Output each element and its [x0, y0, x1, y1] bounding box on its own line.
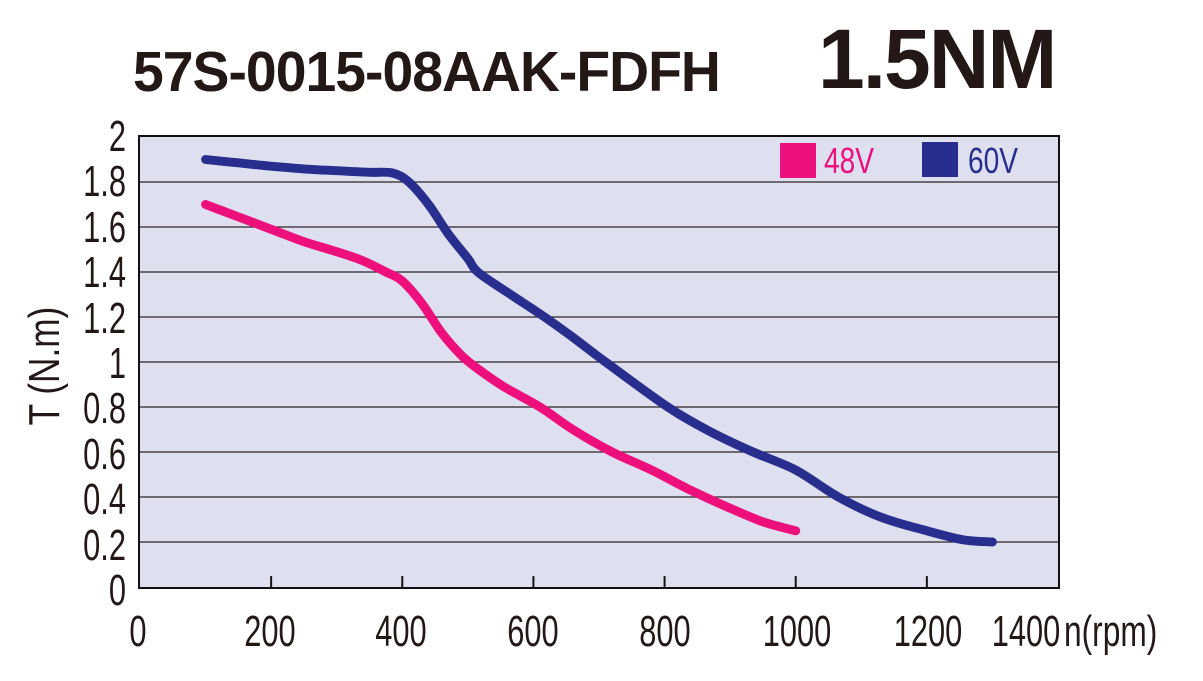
legend-swatch-48v [780, 143, 816, 178]
plot-area [138, 135, 1060, 589]
y-tick-label-1.8: 1.8 [83, 157, 126, 207]
series-60v-curve [201, 155, 997, 547]
x-tick-label-1200: 1200 [894, 607, 963, 656]
legend-label-60v: 60V [968, 140, 1018, 181]
x-tick-label-1400: 1400 [991, 607, 1061, 656]
chart-title-model: 57S-0015-08AAK-FDFH [133, 40, 721, 104]
y-tick-label-1: 1 [108, 339, 126, 388]
x-tick-label-1000: 1000 [762, 607, 831, 656]
y-tick-label-0.8: 0.8 [83, 384, 126, 434]
x-tick-label-0: 0 [129, 607, 147, 656]
y-tick-label-2: 2 [108, 112, 126, 161]
y-tick-label-0.6: 0.6 [83, 429, 126, 479]
y-tick-label-1.6: 1.6 [83, 202, 126, 252]
x-tick-label-400: 400 [375, 607, 428, 656]
y-tick-label-0.2: 0.2 [83, 520, 126, 570]
legend-label-48v: 48V [824, 140, 874, 181]
y-tick-label-0: 0 [108, 566, 126, 615]
chart-title-rating: 1.5NM [818, 12, 1057, 106]
x-tick-label-600: 600 [507, 607, 559, 656]
y-tick-label-1.2: 1.2 [83, 293, 126, 343]
y-tick-label-0.4: 0.4 [83, 475, 126, 525]
y-tick-label-1.4: 1.4 [83, 248, 126, 298]
series-48v-curve [201, 200, 801, 536]
x-axis-unit: n(rpm) [1064, 607, 1158, 656]
chart-canvas [140, 155, 1058, 587]
x-tick-label-200: 200 [244, 607, 296, 656]
legend-swatch-60v [922, 142, 958, 177]
x-tick-label-800: 800 [639, 607, 691, 656]
